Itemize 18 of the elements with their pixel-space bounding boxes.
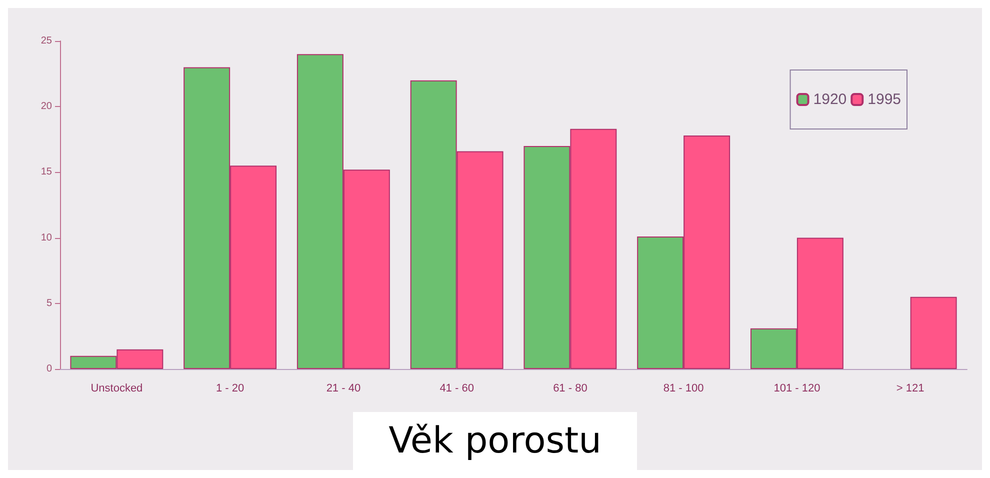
bar (910, 296, 957, 369)
x-tick-label: Unstocked (90, 382, 143, 394)
legend-label: 1995 (868, 91, 902, 108)
x-axis-title: Věk porostu (388, 420, 602, 462)
legend-label: 1920 (813, 91, 847, 108)
x-tick-label: 101 - 120 (774, 382, 820, 394)
x-tick-label: 81 - 100 (663, 382, 704, 394)
x-tick-label: 61 - 80 (553, 382, 588, 394)
y-tick-label: 0 (46, 364, 52, 374)
y-tick-label: 25 (40, 36, 52, 46)
x-tick-label: > 121 (896, 382, 924, 394)
y-tick-label: 10 (40, 232, 52, 244)
x-tick-label: 1 - 20 (216, 382, 244, 394)
x-tick-label: 21 - 40 (326, 382, 361, 394)
y-tick-label: 20 (40, 101, 52, 112)
y-tick-label: 15 (40, 166, 52, 178)
y-tick-label: 5 (46, 298, 52, 309)
x-tick-label: 41 - 60 (440, 382, 474, 394)
